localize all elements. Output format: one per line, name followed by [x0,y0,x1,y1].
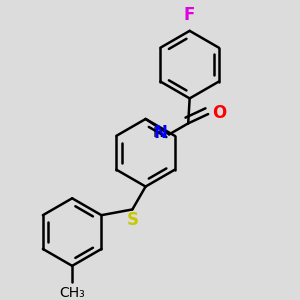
Text: F: F [184,6,195,24]
Text: S: S [126,211,138,229]
Text: N: N [154,124,168,142]
Text: CH₃: CH₃ [59,286,85,299]
Text: O: O [213,104,227,122]
Text: H: H [153,126,163,140]
